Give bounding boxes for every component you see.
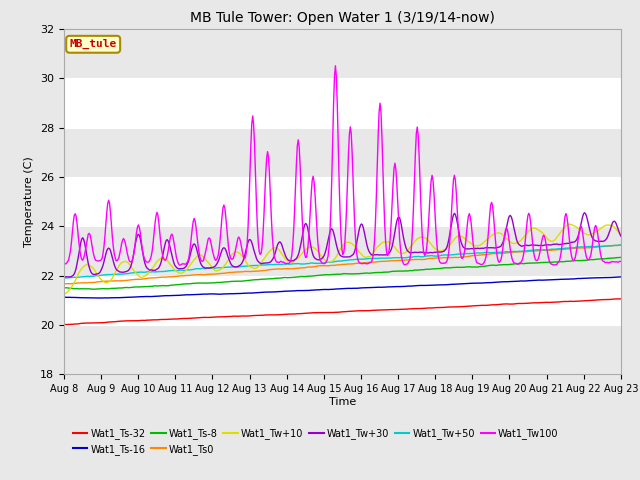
- Bar: [64, 226, 621, 276]
- Wat1_Tw+10: [388, 241, 396, 247]
- Line: Wat1_Tw+30: Wat1_Tw+30: [64, 213, 621, 277]
- Wat1_Tw100: [60, 261, 68, 267]
- Wat1_Tw100: [204, 237, 212, 242]
- Wat1_Ts-32: [432, 305, 440, 311]
- Line: Wat1_Ts-16: Wat1_Ts-16: [64, 277, 621, 298]
- Wat1_Ts-32: [312, 310, 320, 316]
- Wat1_Ts0: [204, 272, 212, 277]
- Wat1_Tw100: [390, 166, 398, 171]
- Line: Wat1_Ts-8: Wat1_Ts-8: [64, 257, 621, 289]
- Wat1_Tw100: [313, 224, 321, 230]
- Wat1_Tw+50: [617, 242, 625, 248]
- Line: Wat1_Tw+10: Wat1_Tw+10: [64, 224, 621, 294]
- Wat1_Ts-32: [617, 296, 625, 302]
- Wat1_Ts-8: [159, 283, 167, 288]
- Wat1_Tw+30: [617, 233, 625, 239]
- Wat1_Ts-16: [617, 274, 625, 280]
- Wat1_Ts0: [159, 275, 167, 280]
- Wat1_Tw+10: [566, 221, 573, 227]
- Wat1_Tw100: [177, 262, 184, 268]
- Wat1_Ts-8: [617, 254, 625, 260]
- Wat1_Tw+30: [60, 274, 68, 280]
- Wat1_Tw+50: [60, 276, 68, 281]
- Wat1_Tw100: [481, 257, 489, 263]
- Wat1_Ts-32: [60, 322, 68, 327]
- Wat1_Tw+30: [204, 265, 211, 271]
- Wat1_Tw+50: [388, 255, 396, 261]
- Wat1_Tw+10: [617, 231, 625, 237]
- Wat1_Ts-32: [479, 302, 487, 308]
- Bar: [64, 128, 621, 177]
- Wat1_Ts-16: [95, 295, 102, 301]
- Wat1_Tw+50: [616, 242, 624, 248]
- Wat1_Tw100: [434, 250, 442, 255]
- Wat1_Ts-16: [313, 287, 321, 293]
- Wat1_Ts-16: [204, 291, 212, 297]
- Wat1_Ts-16: [615, 274, 623, 280]
- Wat1_Tw+30: [312, 256, 320, 262]
- Wat1_Tw+50: [312, 261, 320, 266]
- Wat1_Ts-16: [433, 282, 440, 288]
- Wat1_Tw+50: [159, 269, 166, 275]
- Wat1_Ts0: [60, 281, 68, 287]
- Wat1_Tw+50: [432, 253, 440, 259]
- Bar: [64, 325, 621, 374]
- Wat1_Ts0: [389, 258, 397, 264]
- Wat1_Tw+30: [580, 210, 588, 216]
- Wat1_Ts-32: [204, 315, 211, 321]
- Text: MB_tule: MB_tule: [70, 39, 117, 49]
- Legend: Wat1_Ts-32, Wat1_Ts-16, Wat1_Ts-8, Wat1_Ts0, Wat1_Tw+10, Wat1_Tw+30, Wat1_Tw+50,: Wat1_Ts-32, Wat1_Ts-16, Wat1_Ts-8, Wat1_…: [69, 424, 563, 459]
- Wat1_Ts-8: [480, 264, 488, 269]
- Wat1_Ts0: [433, 255, 440, 261]
- Wat1_Ts-16: [480, 280, 488, 286]
- Wat1_Tw+10: [204, 258, 211, 264]
- Wat1_Ts0: [313, 264, 321, 269]
- Wat1_Tw+10: [60, 291, 68, 297]
- Wat1_Tw100: [617, 259, 625, 264]
- Y-axis label: Temperature (C): Temperature (C): [24, 156, 35, 247]
- Wat1_Ts-8: [60, 285, 68, 290]
- Wat1_Tw+30: [388, 244, 396, 250]
- Wat1_Ts-16: [60, 294, 68, 300]
- Line: Wat1_Tw100: Wat1_Tw100: [64, 66, 621, 265]
- Wat1_Ts0: [61, 281, 68, 287]
- Wat1_Tw+30: [159, 253, 166, 259]
- Wat1_Tw+10: [432, 246, 440, 252]
- Title: MB Tule Tower: Open Water 1 (3/19/14-now): MB Tule Tower: Open Water 1 (3/19/14-now…: [190, 11, 495, 25]
- Wat1_Ts-8: [389, 268, 397, 274]
- Wat1_Ts-32: [388, 307, 396, 312]
- X-axis label: Time: Time: [329, 397, 356, 407]
- Wat1_Ts-8: [313, 273, 321, 278]
- Wat1_Tw100: [332, 63, 339, 69]
- Wat1_Ts-16: [389, 284, 397, 289]
- Wat1_Ts-8: [616, 254, 624, 260]
- Wat1_Tw+10: [479, 240, 487, 246]
- Wat1_Ts-8: [433, 266, 440, 272]
- Wat1_Tw+50: [479, 250, 487, 256]
- Line: Wat1_Ts0: Wat1_Ts0: [64, 245, 621, 284]
- Wat1_Tw+30: [479, 245, 487, 251]
- Wat1_Ts-32: [616, 296, 624, 302]
- Bar: [64, 29, 621, 78]
- Wat1_Ts-8: [90, 287, 97, 292]
- Line: Wat1_Ts-32: Wat1_Ts-32: [64, 299, 621, 324]
- Wat1_Ts-32: [159, 316, 166, 322]
- Wat1_Tw+10: [312, 246, 320, 252]
- Wat1_Tw+10: [159, 255, 166, 261]
- Wat1_Ts0: [617, 242, 625, 248]
- Line: Wat1_Tw+50: Wat1_Tw+50: [64, 245, 621, 278]
- Wat1_Ts-16: [159, 293, 167, 299]
- Wat1_Tw+30: [432, 250, 440, 255]
- Wat1_Tw+50: [204, 265, 211, 271]
- Wat1_Tw100: [159, 252, 166, 257]
- Wat1_Ts0: [480, 252, 488, 258]
- Wat1_Ts-8: [204, 280, 212, 286]
